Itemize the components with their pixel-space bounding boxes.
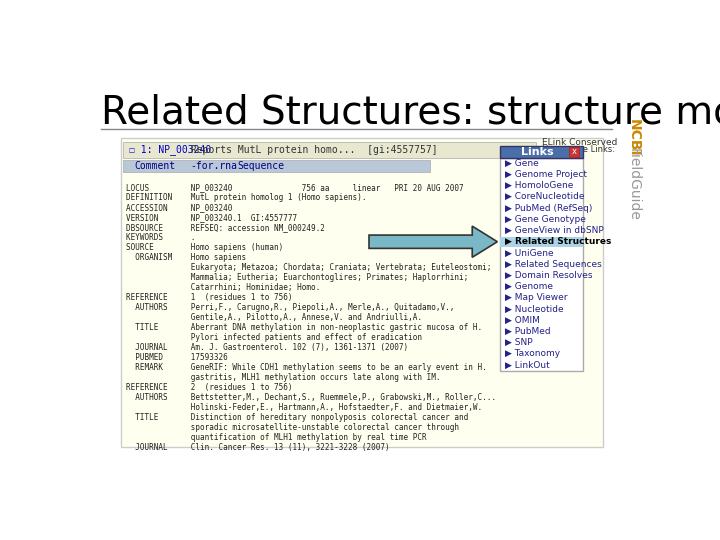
Text: JOURNAL     Am. J. Gastroenterol. 102 (7), 1361-1371 (2007): JOURNAL Am. J. Gastroenterol. 102 (7), 1… <box>126 343 408 352</box>
FancyArrow shape <box>369 226 498 258</box>
Text: REFERENCE     2  (residues 1 to 756): REFERENCE 2 (residues 1 to 756) <box>126 383 293 392</box>
Text: REFERENCE     1  (residues 1 to 756): REFERENCE 1 (residues 1 to 756) <box>126 293 293 302</box>
FancyBboxPatch shape <box>124 160 431 172</box>
Text: Sequence: Sequence <box>238 161 285 171</box>
Text: ▶ SNP: ▶ SNP <box>505 338 532 347</box>
FancyBboxPatch shape <box>124 141 536 158</box>
Text: PUBMED      17593326: PUBMED 17593326 <box>126 353 228 362</box>
Text: Eukaryota; Metazoa; Chordata; Craniata; Vertebrata; Euteleostomi;: Eukaryota; Metazoa; Chordata; Craniata; … <box>126 263 492 272</box>
Text: KEYWORDS      .: KEYWORDS . <box>126 233 196 242</box>
Text: ▶ Related Sequences: ▶ Related Sequences <box>505 260 601 269</box>
Text: ORGANISM    Homo sapiens: ORGANISM Homo sapiens <box>126 253 246 262</box>
Text: Homepage Links:: Homepage Links: <box>542 145 615 154</box>
Text: ▶ PubMed (RefSeq): ▶ PubMed (RefSeq) <box>505 204 592 213</box>
Text: ▶ Taxonomy: ▶ Taxonomy <box>505 349 559 359</box>
Text: VERSION       NP_003240.1  GI:4557777: VERSION NP_003240.1 GI:4557777 <box>126 213 297 222</box>
Text: ▶ Domain Resolves: ▶ Domain Resolves <box>505 271 592 280</box>
Text: ▶ CoreNucleotide: ▶ CoreNucleotide <box>505 192 584 201</box>
Text: quantification of MLH1 methylation by real time PCR: quantification of MLH1 methylation by re… <box>126 433 427 442</box>
Text: sporadic microsatellite-unstable colorectal cancer through: sporadic microsatellite-unstable colorec… <box>126 423 459 432</box>
Text: ELink Conserved: ELink Conserved <box>542 138 617 146</box>
Text: ▶ Gene: ▶ Gene <box>505 159 539 167</box>
Text: ▶ OMIM: ▶ OMIM <box>505 316 539 325</box>
Text: TITLE       Aberrant DNA methylation in non-neoplastic gastric mucosa of H.: TITLE Aberrant DNA methylation in non-ne… <box>126 323 482 332</box>
Text: DBSOURCE      REFSEQ: accession NM_000249.2: DBSOURCE REFSEQ: accession NM_000249.2 <box>126 223 325 232</box>
Text: ☐ 1: NP_003240: ☐ 1: NP_003240 <box>129 144 211 155</box>
Text: ▶ Related Structures: ▶ Related Structures <box>505 237 611 246</box>
Text: Pylori infected patients and effect of eradication: Pylori infected patients and effect of e… <box>126 333 422 342</box>
Text: ▶ Map Viewer: ▶ Map Viewer <box>505 293 567 302</box>
Text: ACCESSION     NP_003240: ACCESSION NP_003240 <box>126 203 233 212</box>
Text: x: x <box>572 147 577 156</box>
Text: ▶ PubMed: ▶ PubMed <box>505 327 550 336</box>
Text: ▶ Genome: ▶ Genome <box>505 282 552 291</box>
Text: AUTHORS     Bettstetter,M., Dechant,S., Ruemmele,P., Grabowski,M., Roller,C...: AUTHORS Bettstetter,M., Dechant,S., Ruem… <box>126 393 496 402</box>
Text: LOCUS         NP_003240               756 aa     linear   PRI 20 AUG 2007: LOCUS NP_003240 756 aa linear PRI 20 AUG… <box>126 183 464 192</box>
Text: REMARK      GeneRIF: While CDH1 methylation seems to be an early event in H.: REMARK GeneRIF: While CDH1 methylation s… <box>126 363 487 372</box>
FancyBboxPatch shape <box>500 158 582 371</box>
Text: Mammalia; Eutheria; Euarchontoglires; Primates; Haplorrhini;: Mammalia; Eutheria; Euarchontoglires; Pr… <box>126 273 469 282</box>
Text: FieldGuide: FieldGuide <box>627 148 641 221</box>
FancyBboxPatch shape <box>570 147 580 157</box>
FancyBboxPatch shape <box>121 138 603 447</box>
Text: JOURNAL     Clin. Cancer Res. 13 (11), 3221-3228 (2007): JOURNAL Clin. Cancer Res. 13 (11), 3221-… <box>126 443 390 452</box>
Text: ▶ HomoloGene: ▶ HomoloGene <box>505 181 573 190</box>
Text: ▶ Nucleotide: ▶ Nucleotide <box>505 305 563 314</box>
Text: Related Structures: structure model: Related Structures: structure model <box>101 94 720 132</box>
Text: ▶ Genome Project: ▶ Genome Project <box>505 170 587 179</box>
Text: Comment: Comment <box>135 161 176 171</box>
Text: TITLE       Distinction of hereditary nonpolyposis colorectal cancer and: TITLE Distinction of hereditary nonpolyp… <box>126 413 469 422</box>
Text: gastritis, MLH1 methylation occurs late along with IM.: gastritis, MLH1 methylation occurs late … <box>126 373 441 382</box>
FancyBboxPatch shape <box>500 146 582 158</box>
FancyBboxPatch shape <box>500 237 582 247</box>
Text: Links: Links <box>521 147 554 157</box>
Text: ▶ Gene Genotype: ▶ Gene Genotype <box>505 215 585 224</box>
Text: SOURCE        Homo sapiens (human): SOURCE Homo sapiens (human) <box>126 243 284 252</box>
Text: Catarrhini; Hominidae; Homo.: Catarrhini; Hominidae; Homo. <box>126 283 320 292</box>
Text: -for.rna: -for.rna <box>190 161 238 171</box>
Text: ▶ UniGene: ▶ UniGene <box>505 248 553 258</box>
Text: Holinski-Feder,E., Hartmann,A., Hofstaedter,F. and Dietmaier,W.: Holinski-Feder,E., Hartmann,A., Hofstaed… <box>126 403 482 412</box>
Text: Gentile,A., Pilotto,A., Annese,V. and Andriulli,A.: Gentile,A., Pilotto,A., Annese,V. and An… <box>126 313 422 322</box>
Text: DEFINITION    MutL protein homolog 1 (Homo sapiens).: DEFINITION MutL protein homolog 1 (Homo … <box>126 193 366 202</box>
Text: NCBI: NCBI <box>627 119 641 157</box>
Text: Reports MutL protein homo...  [gi:4557757]: Reports MutL protein homo... [gi:4557757… <box>185 145 438 154</box>
Text: AUTHORS     Perri,F., Carugno,R., Piepoli,A., Merle,A., Quitadamo,V.,: AUTHORS Perri,F., Carugno,R., Piepoli,A.… <box>126 303 454 312</box>
Text: ▶ GeneView in dbSNP: ▶ GeneView in dbSNP <box>505 226 603 235</box>
Text: ▶ LinkOut: ▶ LinkOut <box>505 361 549 370</box>
